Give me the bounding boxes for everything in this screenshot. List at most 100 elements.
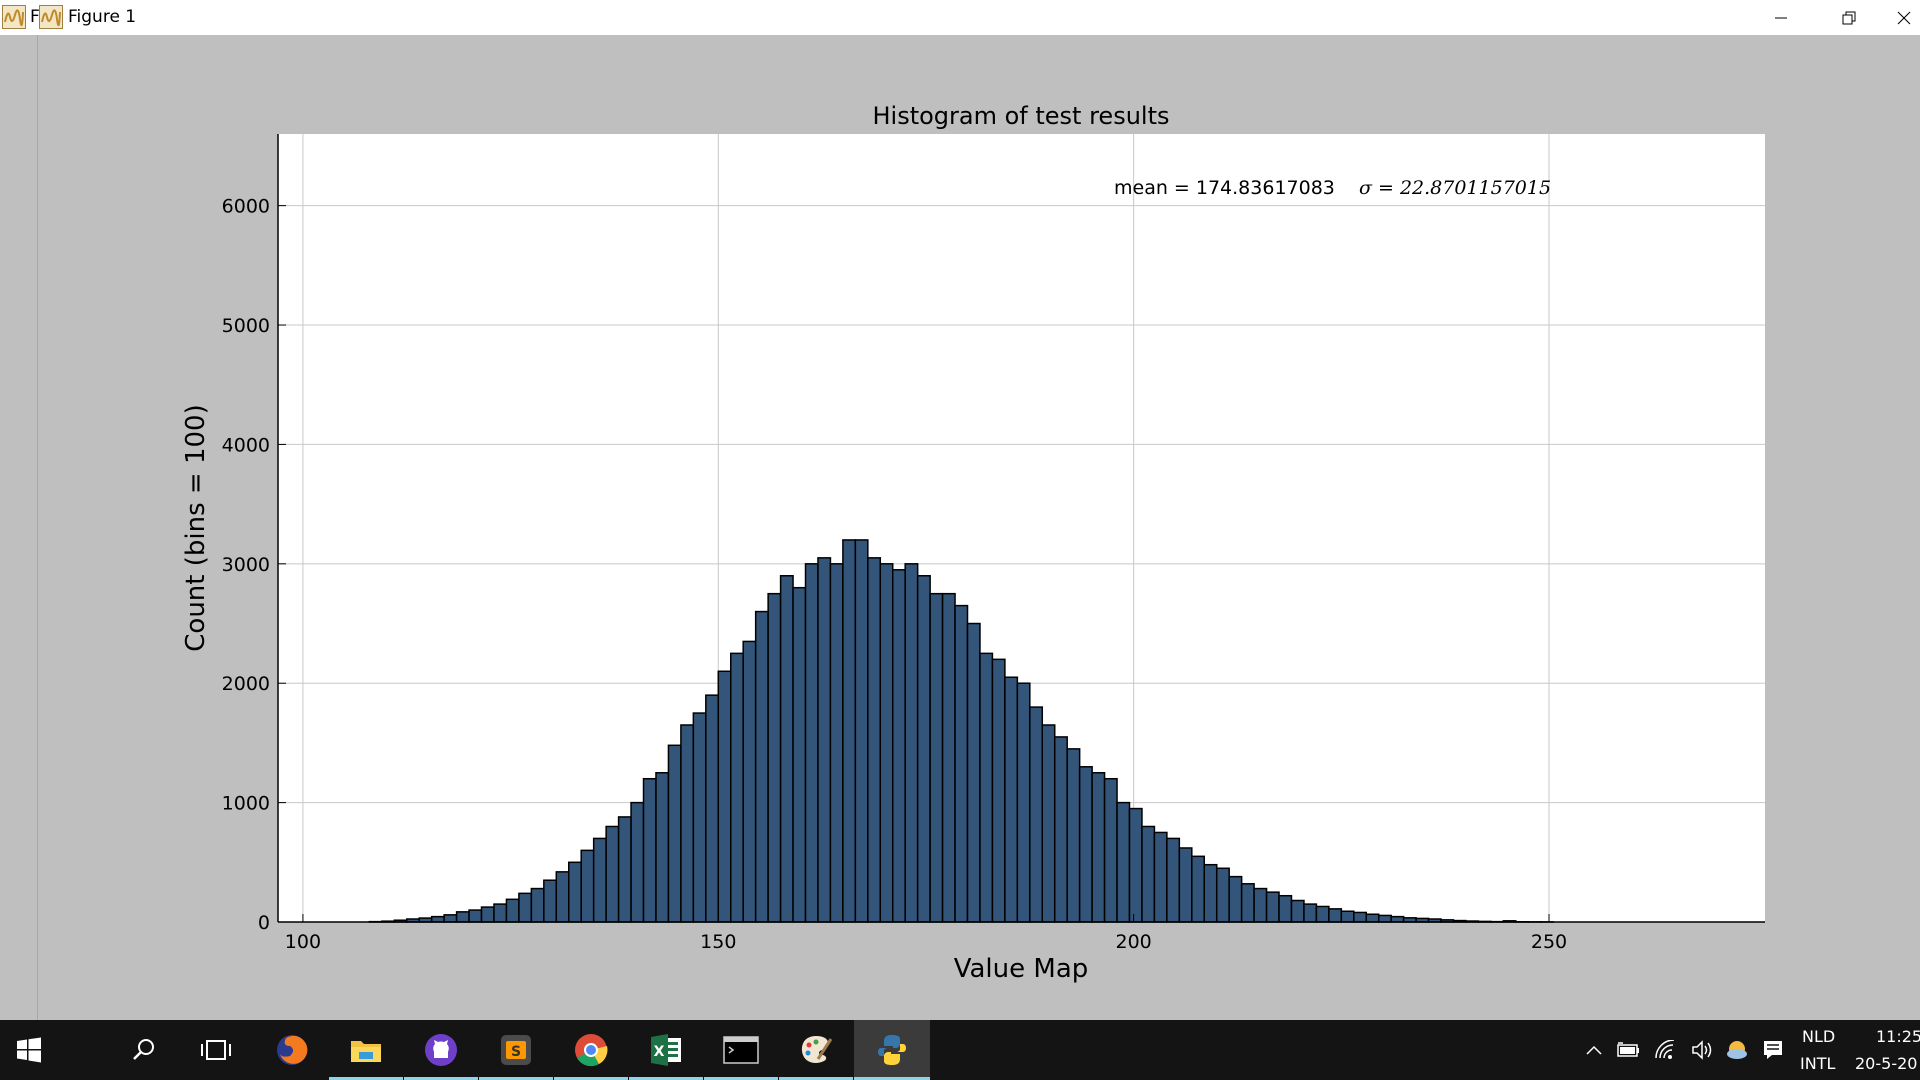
weather-icon bbox=[1725, 1039, 1749, 1061]
histogram-bar bbox=[1217, 868, 1229, 922]
language-code[interactable]: NLD bbox=[1802, 1027, 1835, 1046]
taskbar-python[interactable] bbox=[854, 1020, 930, 1080]
weather-button[interactable] bbox=[1722, 1020, 1752, 1080]
annotation-mean: mean = 174.83617083 bbox=[1114, 177, 1335, 199]
histogram-bar bbox=[756, 612, 768, 922]
x-tick-label: 200 bbox=[1116, 931, 1152, 953]
histogram-bar bbox=[1005, 677, 1017, 922]
histogram-bar bbox=[494, 904, 506, 922]
histogram-bar bbox=[656, 773, 668, 922]
histogram-bar bbox=[631, 803, 643, 922]
histogram-bar bbox=[1291, 901, 1303, 922]
histogram-bar bbox=[581, 850, 593, 922]
task-view-button[interactable] bbox=[180, 1020, 252, 1080]
minimize-button[interactable] bbox=[1758, 0, 1804, 35]
histogram-bar bbox=[1242, 884, 1254, 922]
histogram-bar bbox=[1179, 848, 1191, 922]
y-ticks: 0 1000 2000 3000 4000 5000 6000 bbox=[222, 196, 286, 934]
histogram-bar bbox=[855, 540, 867, 922]
histogram-bar bbox=[1379, 915, 1391, 922]
close-icon bbox=[1896, 10, 1912, 26]
histogram-bar bbox=[1304, 904, 1316, 922]
histogram-bar bbox=[569, 862, 581, 922]
histogram-bar bbox=[1105, 779, 1117, 922]
histogram-bar bbox=[619, 817, 631, 922]
task-view-icon bbox=[200, 1038, 232, 1062]
histogram-bar bbox=[519, 893, 531, 922]
histogram-bar bbox=[743, 641, 755, 922]
matplotlib-app-icon[interactable] bbox=[2, 5, 26, 29]
histogram-bar bbox=[668, 745, 680, 922]
histogram-bar bbox=[955, 606, 967, 922]
battery-icon bbox=[1615, 1042, 1641, 1058]
show-hidden-icons-button[interactable] bbox=[1580, 1020, 1608, 1080]
histogram-bar bbox=[943, 594, 955, 922]
taskbar-chrome[interactable] bbox=[554, 1020, 628, 1080]
histogram-bar bbox=[1391, 917, 1403, 922]
taskbar-paint[interactable] bbox=[779, 1020, 853, 1080]
taskbar-firefox[interactable] bbox=[255, 1020, 329, 1080]
sublime-icon: S bbox=[499, 1033, 533, 1067]
annotation-sigma: σ = 22.8701157015 bbox=[1359, 177, 1551, 199]
speaker-icon bbox=[1690, 1040, 1714, 1060]
histogram-bar bbox=[1316, 906, 1328, 922]
search-button[interactable] bbox=[108, 1020, 180, 1080]
histogram-bar bbox=[1117, 803, 1129, 922]
histogram-bar bbox=[930, 594, 942, 922]
python-icon bbox=[875, 1033, 909, 1067]
restore-icon bbox=[1841, 10, 1857, 26]
histogram-bar bbox=[1042, 725, 1054, 922]
svg-text:X: X bbox=[654, 1044, 665, 1060]
start-button[interactable] bbox=[0, 1020, 58, 1080]
histogram-bar bbox=[968, 624, 980, 922]
taskbar-github[interactable] bbox=[404, 1020, 478, 1080]
file-explorer-icon bbox=[349, 1035, 383, 1065]
taskbar-file-explorer[interactable] bbox=[329, 1020, 403, 1080]
histogram-bar bbox=[1142, 826, 1154, 922]
firefox-icon bbox=[274, 1032, 310, 1068]
taskbar-excel[interactable]: X bbox=[629, 1020, 703, 1080]
histogram-bar bbox=[556, 872, 568, 922]
notification-icon bbox=[1762, 1039, 1784, 1061]
histogram-bar bbox=[644, 779, 656, 922]
taskbar-terminal[interactable] bbox=[704, 1020, 778, 1080]
action-center-button[interactable] bbox=[1758, 1020, 1788, 1080]
x-tick-label: 250 bbox=[1531, 931, 1567, 953]
x-tick-label: 100 bbox=[285, 931, 321, 953]
x-axis-label: Value Map bbox=[954, 954, 1089, 984]
histogram-bar bbox=[1030, 707, 1042, 922]
y-tick-label: 4000 bbox=[222, 434, 270, 456]
network-button[interactable] bbox=[1650, 1020, 1682, 1080]
terminal-icon bbox=[723, 1035, 759, 1065]
histogram-bar bbox=[606, 826, 618, 922]
histogram-bar bbox=[706, 695, 718, 922]
histogram-bar bbox=[880, 564, 892, 922]
restore-button[interactable] bbox=[1826, 0, 1872, 35]
histogram-bar bbox=[893, 570, 905, 922]
keyboard-layout[interactable]: INTL bbox=[1800, 1054, 1835, 1073]
excel-icon: X bbox=[649, 1033, 683, 1067]
histogram-bar bbox=[1341, 911, 1353, 922]
histogram-bar bbox=[830, 564, 842, 922]
histogram-bar bbox=[1167, 838, 1179, 922]
chevron-up-icon bbox=[1585, 1044, 1603, 1056]
histogram-bar bbox=[718, 671, 730, 922]
clock-date[interactable]: 20-5-20 bbox=[1855, 1054, 1917, 1073]
clock-time[interactable]: 11:25 bbox=[1876, 1027, 1920, 1046]
paint-icon bbox=[798, 1033, 834, 1067]
volume-button[interactable] bbox=[1686, 1020, 1718, 1080]
histogram-bar bbox=[843, 540, 855, 922]
histogram-bar bbox=[980, 653, 992, 922]
y-tick-label: 6000 bbox=[222, 196, 270, 218]
battery-button[interactable] bbox=[1612, 1020, 1644, 1080]
histogram-bar bbox=[1154, 832, 1166, 922]
histogram-bar bbox=[594, 838, 606, 922]
github-icon bbox=[423, 1032, 459, 1068]
histogram-bar bbox=[868, 558, 880, 922]
close-button[interactable] bbox=[1888, 0, 1920, 35]
window-title: Figure 1 bbox=[68, 7, 136, 27]
minimize-icon bbox=[1774, 11, 1788, 25]
taskbar-sublime[interactable]: S bbox=[479, 1020, 553, 1080]
histogram-bar bbox=[1267, 892, 1279, 922]
histogram-bar bbox=[918, 576, 930, 922]
